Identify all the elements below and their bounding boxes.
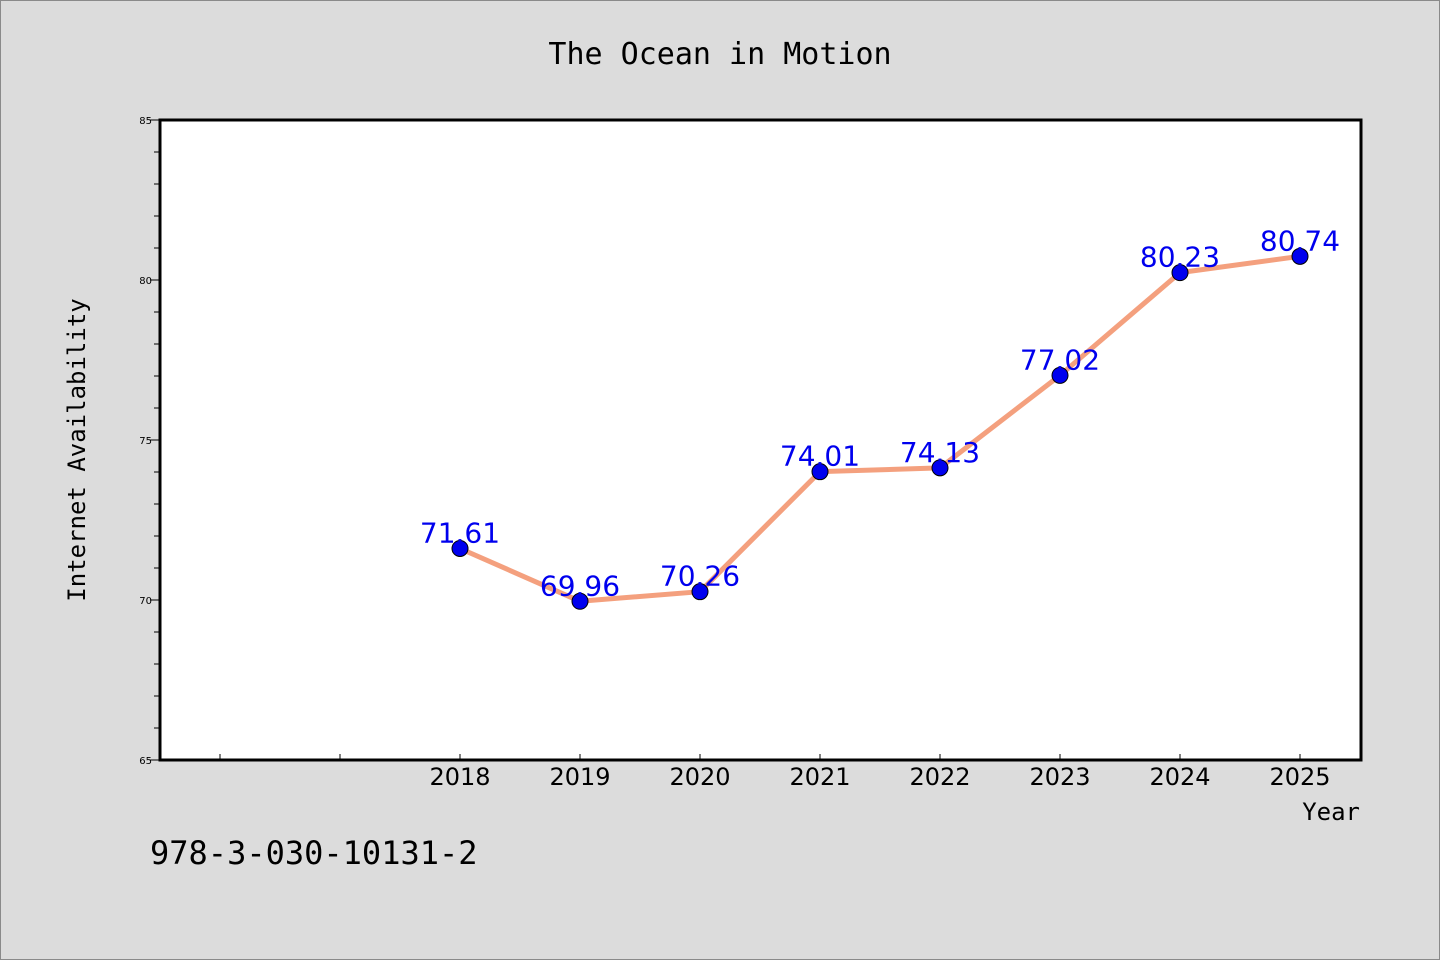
chart-title: The Ocean in Motion: [548, 37, 891, 72]
x-tick-label: 2022: [909, 763, 970, 791]
data-point: [931, 459, 949, 477]
data-label: 74.13: [900, 436, 980, 469]
y-axis-title: Internet Availability: [63, 298, 91, 601]
data-label: 80.23: [1140, 241, 1220, 274]
data-label: 77.02: [1020, 343, 1100, 376]
x-tick-label: 2021: [789, 763, 850, 791]
series-line: [458, 253, 1301, 604]
y-tick-label: 70: [139, 596, 152, 607]
x-tick-label: 2018: [429, 763, 490, 791]
x-tick-label: 2023: [1029, 763, 1090, 791]
data-point: [1291, 247, 1309, 265]
data-label: 74.01: [780, 440, 860, 473]
y-tick-label: 65: [139, 756, 152, 767]
y-tick-label: 85: [139, 116, 152, 127]
x-tick-label: 2024: [1149, 763, 1210, 791]
data-label: 70.26: [660, 560, 740, 593]
data-point: [1051, 366, 1069, 384]
data-label: 80.74: [1260, 224, 1340, 257]
data-point: [1171, 264, 1189, 282]
isbn-footer: 978-3-030-10131-2: [150, 834, 478, 872]
y-tick-label: 75: [139, 436, 152, 447]
data-point: [811, 463, 829, 481]
y-axis: 65 70 75 80 85: [139, 116, 160, 767]
plot-area: [158, 118, 1363, 762]
x-axis: 2018 2019 2020 2021 2022 2023 2024 2025: [219, 754, 1331, 791]
data-point: [451, 539, 469, 557]
data-label: 69.96: [540, 569, 620, 602]
series-group: 71.61 69.96 70.26 74.01 74.13 77.02 80.23 80.74: [420, 224, 1340, 610]
x-axis-title: Year: [1302, 798, 1360, 826]
y-tick-label: 80: [139, 276, 152, 287]
x-tick-label: 2025: [1269, 763, 1330, 791]
x-tick-label: 2019: [549, 763, 610, 791]
data-label: 71.61: [420, 516, 500, 549]
x-tick-label: 2020: [669, 763, 730, 791]
data-point: [571, 592, 589, 610]
data-point: [691, 583, 709, 601]
